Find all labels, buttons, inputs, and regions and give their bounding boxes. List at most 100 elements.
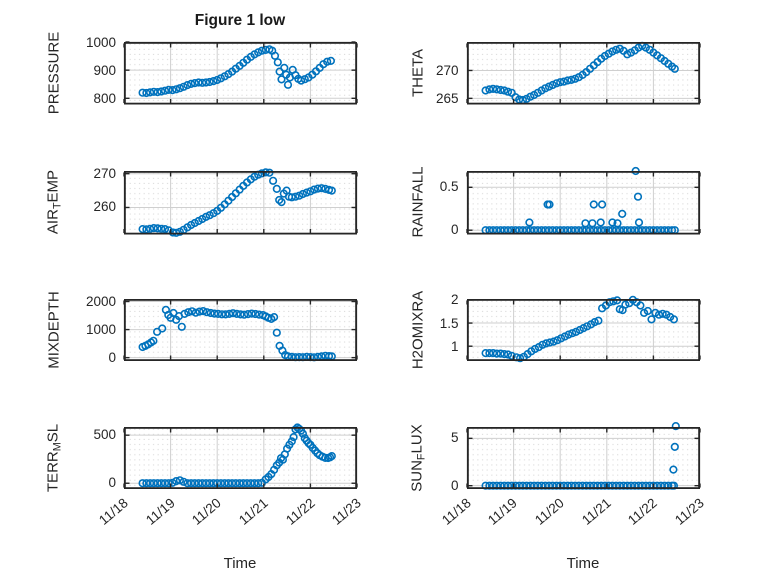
data-point xyxy=(313,184,322,193)
data-point xyxy=(317,183,326,192)
minor-grid xyxy=(467,427,699,488)
y-axis-label: PRESSURE xyxy=(46,32,63,115)
data-point xyxy=(232,309,241,318)
data-point xyxy=(177,322,186,331)
data-point xyxy=(190,78,199,88)
y-tick-label: 2000 xyxy=(85,294,116,310)
data-point xyxy=(302,188,311,197)
data-points xyxy=(138,305,336,362)
data-point xyxy=(617,209,626,218)
x-tick-label: 11/22 xyxy=(625,494,660,528)
data-point xyxy=(269,176,278,185)
data-point xyxy=(503,350,512,359)
y-tick-label: 800 xyxy=(93,90,116,106)
data-point xyxy=(544,199,554,209)
y-tick-label: 270 xyxy=(435,62,459,78)
data-points xyxy=(138,45,335,98)
y-tick-label: 1000 xyxy=(85,34,116,50)
y-axis-label-text: RAINFALL xyxy=(409,166,427,238)
data-point xyxy=(481,86,490,95)
data-point xyxy=(247,309,256,318)
data-point xyxy=(257,168,266,178)
data-point xyxy=(275,195,284,204)
data-point xyxy=(634,217,643,227)
data-point xyxy=(142,224,151,234)
data-point xyxy=(221,310,230,319)
y-axis-label-text: SL xyxy=(44,423,62,442)
data-point xyxy=(254,478,263,487)
data-point xyxy=(210,309,219,318)
y-axis-label: TERRMSL xyxy=(44,423,63,491)
y-tick-label: 900 xyxy=(93,62,116,78)
data-point xyxy=(287,192,296,201)
data-point xyxy=(235,478,244,487)
data-point xyxy=(194,478,203,487)
data-point xyxy=(272,184,281,193)
data-point xyxy=(495,85,505,95)
data-point xyxy=(149,478,158,487)
data-point xyxy=(184,308,193,317)
data-point xyxy=(270,313,279,322)
data-point xyxy=(146,224,155,233)
data-point xyxy=(183,80,192,90)
data-point xyxy=(323,57,332,66)
data-point xyxy=(168,85,177,95)
data-point xyxy=(596,217,605,227)
data-point xyxy=(191,308,200,317)
data-point xyxy=(236,310,245,319)
data-point xyxy=(503,87,512,96)
y-axis-label-text: AIR xyxy=(44,209,62,235)
data-point xyxy=(153,223,162,233)
data-point xyxy=(138,224,147,233)
data-point xyxy=(201,478,211,487)
data-point xyxy=(545,338,554,347)
data-point xyxy=(209,76,218,86)
x-tick-label: 11/20 xyxy=(189,494,225,528)
data-point xyxy=(225,309,234,318)
tick-marks xyxy=(465,428,701,487)
data-point xyxy=(272,328,281,337)
data-point xyxy=(146,478,155,487)
data-point xyxy=(146,88,155,97)
data-point xyxy=(251,309,260,319)
axes-border xyxy=(123,170,357,235)
y-axis-label-subscript: T xyxy=(51,202,64,210)
data-point xyxy=(183,478,192,487)
data-point xyxy=(239,478,248,487)
tick-marks xyxy=(465,299,701,360)
data-point xyxy=(481,348,490,358)
data-point xyxy=(563,76,572,85)
subplot-terr-msl xyxy=(123,422,358,489)
data-point xyxy=(228,309,238,318)
data-point xyxy=(643,306,652,316)
data-point xyxy=(142,88,151,98)
data-point xyxy=(515,354,524,363)
x-tick-label: 11/19 xyxy=(485,494,521,528)
axes-border xyxy=(123,426,357,489)
data-point xyxy=(559,77,568,86)
data-point xyxy=(499,86,508,95)
minor-grid xyxy=(467,171,699,233)
x-tick-label: 11/20 xyxy=(531,494,567,528)
data-point xyxy=(179,477,188,486)
data-point xyxy=(216,478,225,487)
data-point xyxy=(277,75,286,84)
data-point xyxy=(194,78,203,87)
data-point xyxy=(669,315,678,324)
y-axis-label-text: EMP xyxy=(44,170,62,203)
y-axis-label-text: LUX xyxy=(408,423,426,453)
data-point xyxy=(217,310,226,319)
data-point xyxy=(160,478,170,487)
data-points xyxy=(138,167,336,237)
y-axis-label-text: SUN xyxy=(408,459,426,492)
tick-marks xyxy=(123,41,358,103)
plot-canvas xyxy=(465,166,701,235)
data-points xyxy=(138,422,336,487)
data-point xyxy=(555,78,564,87)
plot-canvas xyxy=(465,41,701,105)
data-point xyxy=(671,421,680,430)
x-axis-title-left: Time xyxy=(223,555,257,572)
data-point xyxy=(670,64,679,73)
data-point xyxy=(242,478,252,487)
y-axis-label-subscript: M xyxy=(51,441,64,451)
